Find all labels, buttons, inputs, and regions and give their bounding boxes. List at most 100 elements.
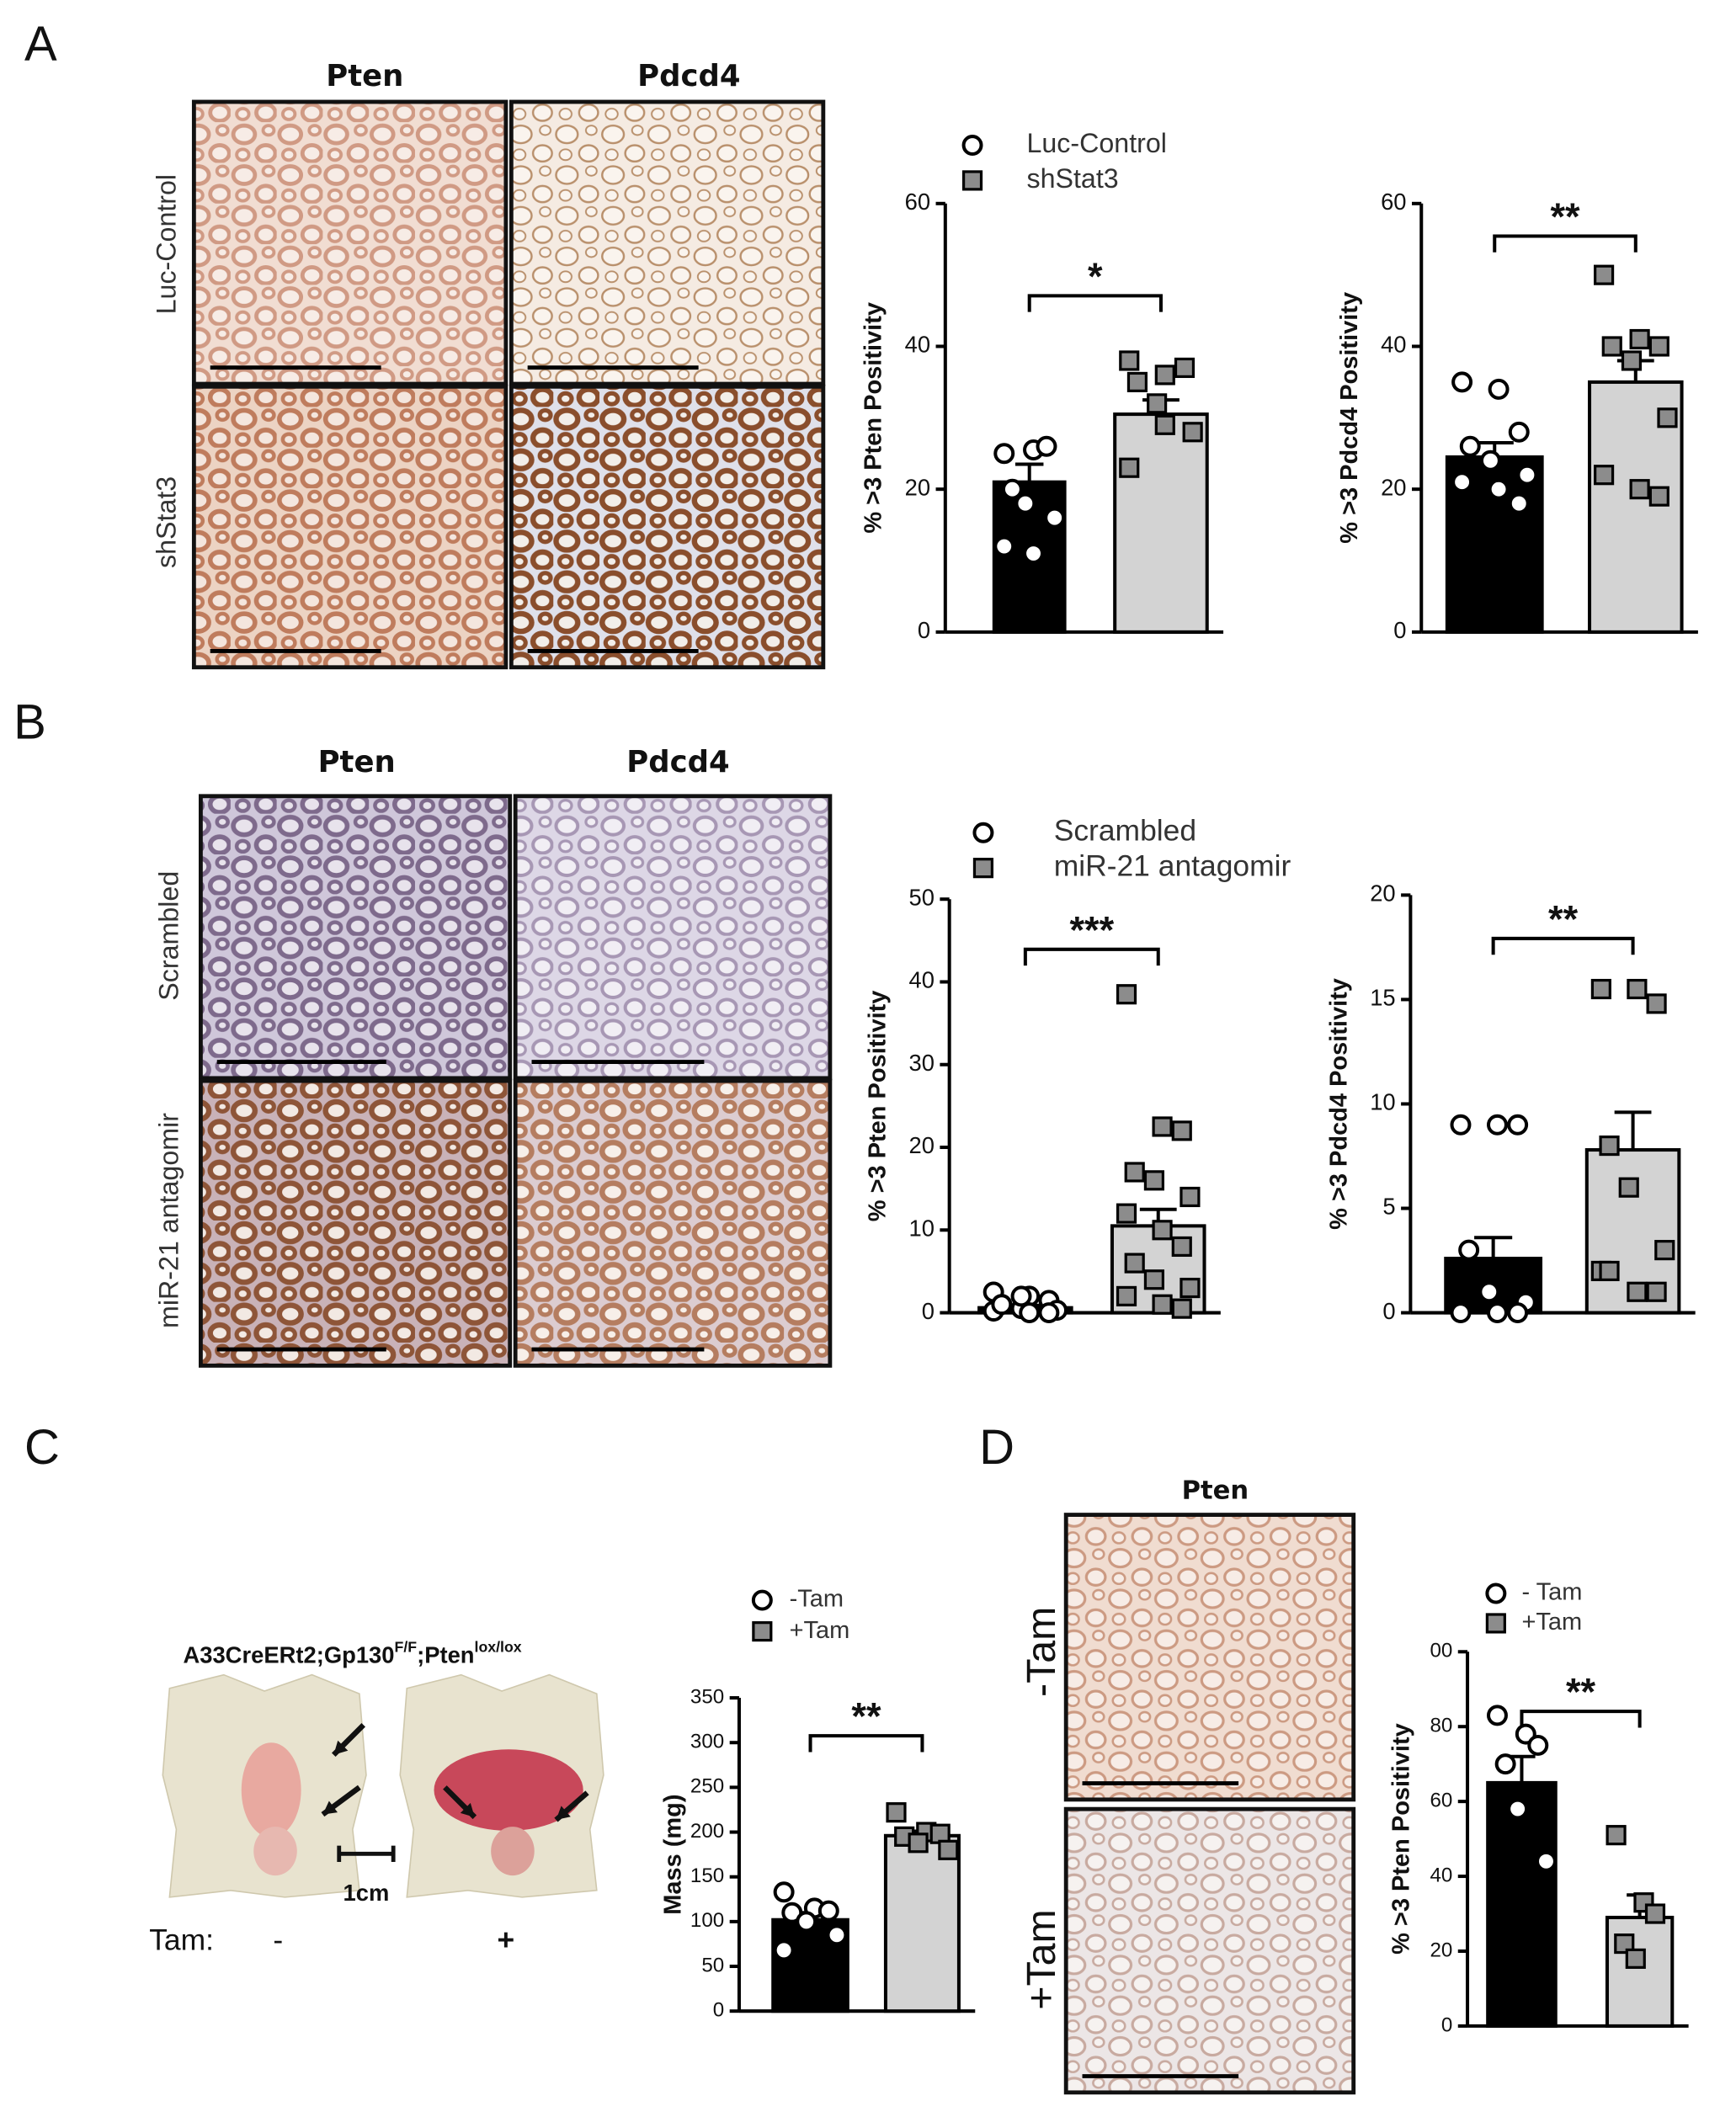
data-point: [1494, 1753, 1516, 1775]
data-point: [1478, 1281, 1500, 1303]
data-point: [886, 1802, 907, 1823]
micrograph: [199, 1078, 513, 1368]
panel-label: A: [24, 18, 57, 72]
data-point: [1527, 1734, 1549, 1756]
data-point: [1038, 1302, 1060, 1324]
y-axis-label: % >3 Pdcd4 Positivity: [1325, 978, 1352, 1230]
data-point: [1171, 1120, 1192, 1141]
y-tick-label: 10: [1370, 1089, 1395, 1115]
micrograph: [509, 384, 826, 670]
data-point: [1451, 471, 1473, 493]
y-tick-label: 300: [690, 1731, 724, 1753]
bar: [1113, 412, 1209, 634]
tumor: [253, 1827, 297, 1876]
data-point: [1627, 1281, 1648, 1302]
data-point: [1152, 1294, 1173, 1315]
legend-marker: [1485, 1613, 1506, 1634]
data-point: [1014, 492, 1036, 514]
bar: [883, 1833, 961, 2013]
micrograph: [509, 99, 826, 386]
data-point: [1116, 984, 1137, 1005]
data-point: [1010, 1285, 1032, 1307]
data-point: [993, 535, 1015, 557]
y-tick-label: 0: [1441, 2013, 1452, 2036]
data-point: [773, 1939, 795, 1961]
legend-label: +Tam: [790, 1617, 850, 1644]
row-label: -Tam: [1019, 1607, 1064, 1697]
significance: **: [1548, 898, 1579, 941]
data-point: [938, 1839, 959, 1860]
micrographs: [162, 99, 1356, 2095]
data-point: [826, 1924, 848, 1946]
row-label: Luc-Control: [151, 174, 181, 314]
data-point: [1507, 1302, 1529, 1324]
y-tick-label: 20: [908, 1132, 934, 1158]
y-tick-label: 50: [908, 884, 934, 910]
data-point: [796, 1911, 817, 1933]
y-tick-label: 30: [908, 1050, 934, 1076]
tumor: [241, 1742, 301, 1838]
data-point: [817, 1900, 839, 1922]
significance: **: [1550, 195, 1580, 238]
data-point: [1488, 478, 1510, 500]
data-point: [1116, 1285, 1137, 1306]
y-tick-label: 200: [690, 1820, 724, 1843]
data-point: [1507, 1798, 1529, 1820]
y-tick-label: 20: [905, 474, 930, 500]
data-point: [1646, 1281, 1667, 1302]
y-tick-label: 0: [713, 1999, 724, 2022]
data-point: [1648, 336, 1669, 357]
column-header: Pdcd4: [626, 745, 729, 779]
significance-bracket: [1493, 234, 1637, 253]
data-point: [1606, 1825, 1627, 1846]
significance-bracket: [1023, 947, 1160, 966]
data-point: [1621, 350, 1643, 371]
legend-label: -Tam: [790, 1586, 844, 1613]
micrograph: [1063, 1513, 1356, 1802]
treatment: +: [498, 1923, 515, 1956]
genotype-sup: F/F: [395, 1638, 418, 1655]
data-point: [1648, 486, 1669, 507]
data-point: [1152, 1220, 1173, 1241]
tumor: [491, 1827, 535, 1876]
data-point: [1147, 393, 1168, 414]
panel-label: B: [13, 695, 46, 749]
data-point: [1152, 1116, 1173, 1137]
row-label: +Tam: [1019, 1909, 1064, 2009]
data-point: [1618, 1177, 1639, 1198]
y-axis-label: Mass (mg): [659, 1794, 686, 1914]
data-point: [993, 443, 1015, 465]
legend-marker: [1485, 1582, 1507, 1604]
significance: ***: [1069, 908, 1114, 951]
significance: **: [851, 1695, 881, 1738]
legend-marker: [752, 1621, 773, 1642]
y-tick-label: 00: [1430, 1640, 1452, 1662]
data-point: [1458, 1239, 1480, 1261]
column-header: Pten: [326, 59, 403, 93]
data-point: [1594, 264, 1615, 285]
y-tick-label: 50: [701, 1954, 724, 1976]
y-axis-label: % >3 Pdcd4 Positivity: [1336, 292, 1363, 544]
panel-label: D: [979, 1421, 1014, 1475]
significance: **: [1566, 1671, 1596, 1714]
genotype: A33CreERt2;Gp130F/F;Ptenlox/lox: [183, 1638, 521, 1668]
data-point: [1486, 1705, 1508, 1726]
data-point: [1594, 465, 1615, 486]
y-tick-label: 20: [1370, 880, 1395, 907]
data-point: [1124, 1253, 1145, 1274]
data-point: [1019, 1302, 1041, 1324]
y-tick-label: 40: [1381, 332, 1406, 358]
y-tick-label: 60: [1430, 1790, 1452, 1812]
y-tick-label: 5: [1382, 1194, 1395, 1220]
bar: [1605, 1915, 1675, 2028]
data-point: [1171, 1298, 1192, 1319]
legend-label: Scrambled: [1054, 814, 1196, 848]
legend-label: shStat3: [1026, 163, 1118, 194]
data-point: [1459, 435, 1481, 457]
data-point: [1023, 543, 1045, 565]
legend-label: +Tam: [1521, 1609, 1582, 1636]
data-point: [1590, 978, 1611, 1000]
data-point: [1599, 1260, 1620, 1282]
data-point: [1450, 1302, 1472, 1324]
